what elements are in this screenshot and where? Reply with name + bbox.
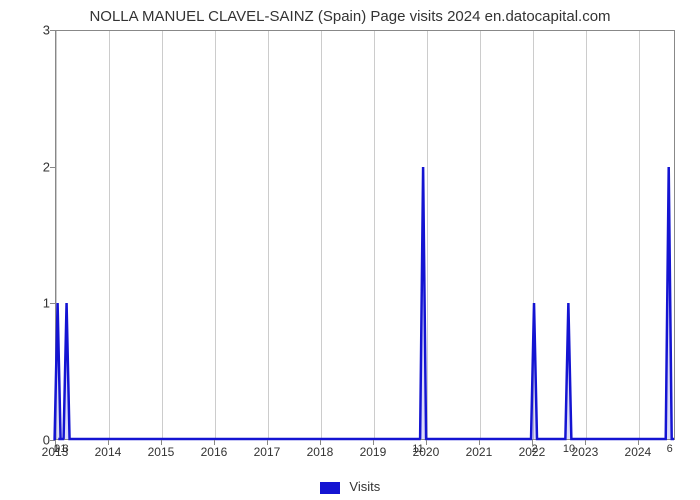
chart-title: NOLLA MANUEL CLAVEL-SAINZ (Spain) Page v… [0,8,700,25]
chart-container: NOLLA MANUEL CLAVEL-SAINZ (Spain) Page v… [0,0,700,500]
spike-value-label: 3 [63,443,69,455]
x-tick-label: 2024 [625,445,652,459]
x-tick-label: 2015 [148,445,175,459]
y-tick-label: 1 [35,296,50,311]
legend-label: Visits [349,479,380,494]
legend: Visits [0,479,700,494]
plot-area [55,30,675,440]
spike-value-label: 2 [532,443,538,455]
x-tick-label: 2014 [95,445,122,459]
spike-value-label: 6 [667,443,673,455]
x-tick-label: 2019 [360,445,387,459]
line-plot [56,31,674,439]
x-tick-label: 2021 [466,445,493,459]
y-tick-label: 2 [35,159,50,174]
legend-swatch [320,482,340,494]
x-tick-label: 2018 [307,445,334,459]
spike-value-label: 11 [412,443,423,455]
x-tick-label: 2023 [572,445,599,459]
spike-value-label: 10 [563,443,575,455]
x-tick-label: 2016 [201,445,228,459]
x-tick-label: 2017 [254,445,281,459]
y-tick-label: 3 [35,23,50,38]
